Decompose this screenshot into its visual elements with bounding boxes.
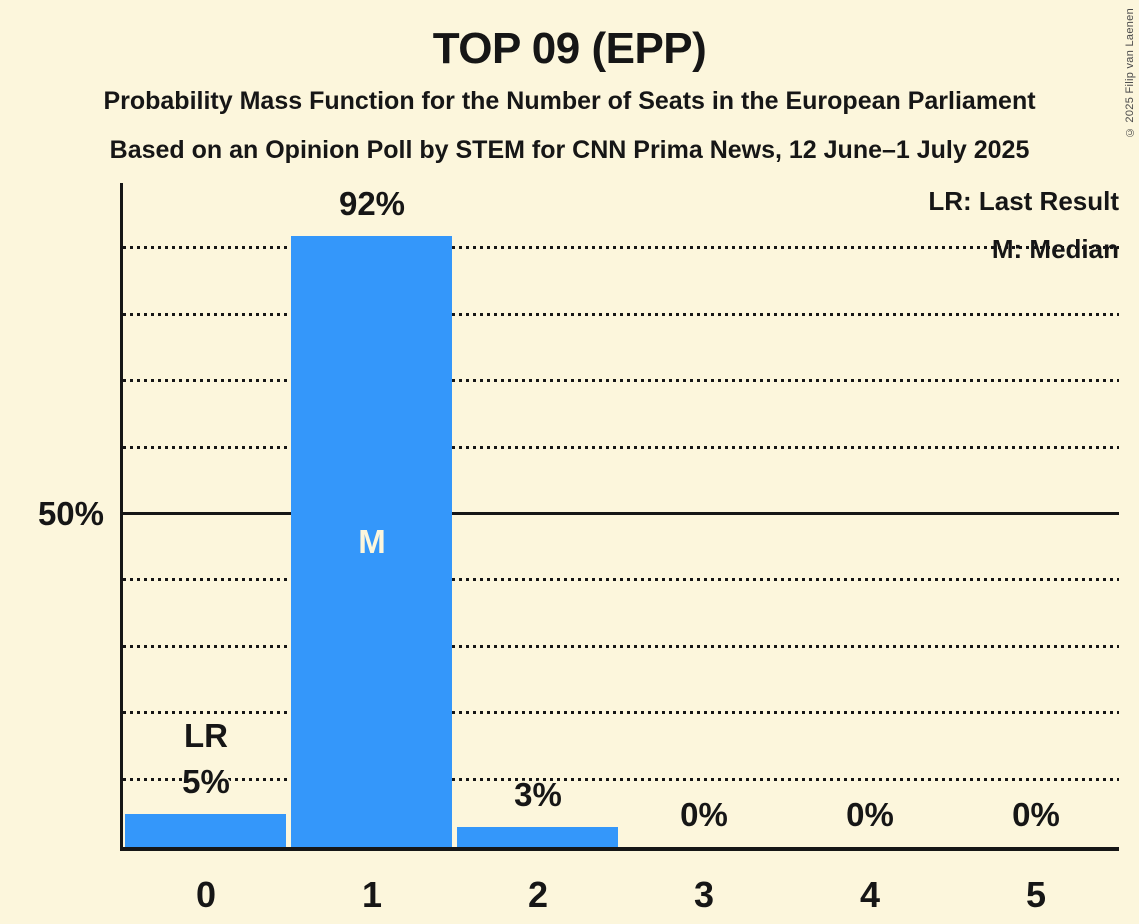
gridline-dotted	[123, 777, 1119, 781]
bar-value-label-2: 3%	[514, 776, 562, 814]
gridline-dotted	[123, 644, 1119, 648]
x-axis-label-1: 1	[361, 874, 383, 915]
gridline-dotted	[123, 246, 1119, 250]
plot-area: 5% 0 92% 1 3% 2 0% 3 0% 4 0% 5 LR M	[120, 183, 1119, 915]
bar-value-label-4: 0%	[846, 796, 894, 833]
legend-last-result: LR: Last Result	[928, 186, 1119, 216]
y-axis-tick-label: 50%	[37, 495, 104, 532]
gridline-dotted	[123, 445, 1119, 449]
x-axis-label-2: 2	[527, 874, 549, 915]
x-axis-label-0: 0	[195, 874, 217, 915]
chart-subtitle-line-2: Based on an Opinion Poll by STEM for CNN…	[109, 136, 1030, 164]
x-axis-label-5: 5	[1025, 874, 1047, 915]
copyright-credit: © 2025 Filip van Laenen	[1124, 8, 1136, 139]
gridline-dotted	[123, 312, 1119, 316]
bar-value-label-3: 0%	[680, 796, 728, 833]
last-result-annotation: LR	[184, 716, 228, 754]
bar-seats-1	[291, 236, 452, 847]
bar-seats-2	[457, 827, 618, 847]
chart-title: TOP 09 (EPP)	[432, 24, 707, 73]
gridline-solid	[123, 512, 1119, 515]
bar-value-label-1: 92%	[338, 185, 406, 223]
x-axis-label-4: 4	[859, 874, 881, 915]
gridline-dotted	[123, 578, 1119, 582]
chart-subtitle-line-1: Probability Mass Function for the Number…	[103, 87, 1036, 115]
gridline-dotted	[123, 379, 1119, 383]
gridline-dotted	[123, 711, 1119, 715]
median-annotation: M	[358, 522, 386, 560]
bar-seats-0	[125, 813, 286, 847]
bar-value-label-5: 0%	[1012, 796, 1060, 833]
legend-median: M: Median	[991, 234, 1119, 264]
bar-value-label-0: 5%	[182, 762, 230, 800]
legend: LR: Last Result M: Median	[928, 186, 1119, 264]
x-axis-label-3: 3	[693, 874, 715, 915]
